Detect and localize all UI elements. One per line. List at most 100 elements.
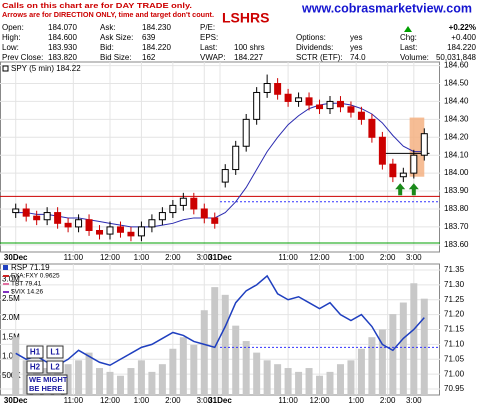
quote-value: yes (350, 33, 362, 42)
quote-label: Prev Close: (2, 53, 43, 62)
candle-body (12, 208, 20, 214)
x-tick-label: 31Dec (208, 253, 232, 262)
y-tick-label: 71.00 (444, 369, 465, 378)
x-tick-label: 12:00 (310, 396, 331, 405)
quote-value: 184.220 (142, 43, 171, 52)
quote-label: Last: (400, 43, 417, 52)
candle-body (347, 106, 355, 113)
candle-body (96, 229, 104, 235)
annotation-note: WE MIGHT (29, 375, 68, 384)
y-tick-label: 184.10 (444, 150, 469, 159)
candle-body (116, 226, 124, 233)
candle-body (316, 104, 324, 110)
volume-bar (116, 375, 124, 395)
volume-bar (127, 368, 135, 395)
y2-tick-label: 3.0M (2, 275, 20, 284)
legend-label: TBT 79.41 (11, 281, 42, 288)
candle-body (410, 154, 418, 174)
candle-body (33, 215, 41, 221)
x-tick-label: 1:00 (348, 253, 364, 262)
candle-body (399, 172, 407, 178)
x-tick-label: 1:00 (134, 253, 150, 262)
volume-bar (357, 348, 365, 395)
volume-bar (336, 364, 344, 395)
x-tick-label: 31Dec (208, 396, 232, 405)
quote-label: EPS: (200, 33, 218, 42)
candle-body (221, 169, 229, 183)
annotation-label: H1 (30, 348, 41, 357)
candle-body (305, 97, 313, 106)
volume-bar (64, 364, 72, 395)
volume-bar (368, 337, 376, 395)
annotation-box (46, 360, 64, 374)
quote-value: 74.0 (350, 53, 366, 62)
volume-bar (263, 360, 271, 395)
annotation-label: L2 (50, 363, 60, 372)
volume-bar (316, 375, 324, 395)
volume-bar (389, 314, 397, 395)
y-tick-label: 71.20 (444, 310, 465, 319)
quote-label: Last: (200, 43, 217, 52)
quote-value: yes (350, 43, 362, 52)
volume-bar (410, 283, 418, 395)
volume-bar (158, 364, 166, 395)
quote-value: 184.600 (48, 33, 77, 42)
volume-bar (274, 364, 282, 395)
quote-value: 183.820 (48, 53, 77, 62)
quote-value: 184.230 (142, 23, 171, 32)
y-tick-label: 71.30 (444, 280, 465, 289)
y-tick-label: 184.40 (444, 97, 469, 106)
y-tick-label: 71.15 (444, 325, 465, 334)
candle-body (64, 222, 72, 228)
quote-label: High: (2, 33, 21, 42)
candle-body (336, 100, 344, 108)
quote-value: +0.22% (449, 23, 476, 32)
candle-body (284, 93, 292, 102)
arrow (395, 183, 406, 196)
y-tick-label: 184.20 (444, 132, 469, 141)
candle-body (200, 208, 208, 219)
volume-bar (169, 348, 177, 395)
candle-body (75, 219, 83, 228)
volume-bar (221, 294, 229, 395)
quote-value: 100 shrs (234, 43, 265, 52)
url: www.cobrasmarketview.com (301, 1, 472, 15)
x-tick-label: 3:00 (196, 253, 212, 262)
x-tick-label: 11:00 (278, 396, 298, 405)
y-tick-label: 183.80 (444, 204, 469, 213)
y-tick-label: 71.10 (444, 339, 465, 348)
x-tick-label: 12:00 (100, 396, 121, 405)
legend-swatch (2, 65, 9, 72)
x-tick-label: 11:00 (64, 396, 84, 405)
x-tick-label: 11:00 (64, 253, 84, 262)
quote-label: Dividends: (296, 43, 333, 52)
y2-tick-label: 1.5M (2, 332, 20, 341)
quote-label: Volume: (400, 53, 429, 62)
x-tick-label: 30Dec (4, 396, 28, 405)
volume-bar (284, 368, 292, 395)
candle-body (389, 163, 397, 178)
y-tick-label: 71.35 (444, 265, 465, 274)
x-tick-label: 12:00 (100, 253, 121, 262)
volume-bar (211, 287, 219, 395)
y-tick-label: 71.05 (444, 354, 465, 363)
candle-body (85, 219, 93, 231)
volume-bar (22, 360, 30, 395)
title: LSHRS (222, 10, 269, 26)
candle-body (43, 212, 51, 221)
quote-label: Chg: (400, 33, 417, 42)
y-tick-label: 184.60 (444, 61, 469, 70)
annotation-box (26, 374, 68, 395)
legend-label: FXA:FXY 0.9625 (11, 273, 60, 280)
volume-bar (75, 360, 83, 395)
quote-label: P/E: (200, 23, 215, 32)
candle-body (137, 226, 145, 237)
quote-value: 639 (142, 33, 156, 42)
x-tick-label: 12:00 (310, 253, 331, 262)
quote-label: SCTR (ETF): (296, 53, 343, 62)
volume-bar (179, 337, 187, 395)
annotation-label: H2 (30, 363, 41, 372)
candle-body (158, 212, 166, 221)
candle-body (420, 133, 428, 156)
